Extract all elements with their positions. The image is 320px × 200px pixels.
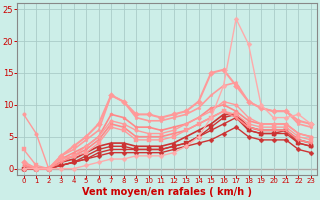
X-axis label: Vent moyen/en rafales ( km/h ): Vent moyen/en rafales ( km/h ) — [82, 187, 252, 197]
